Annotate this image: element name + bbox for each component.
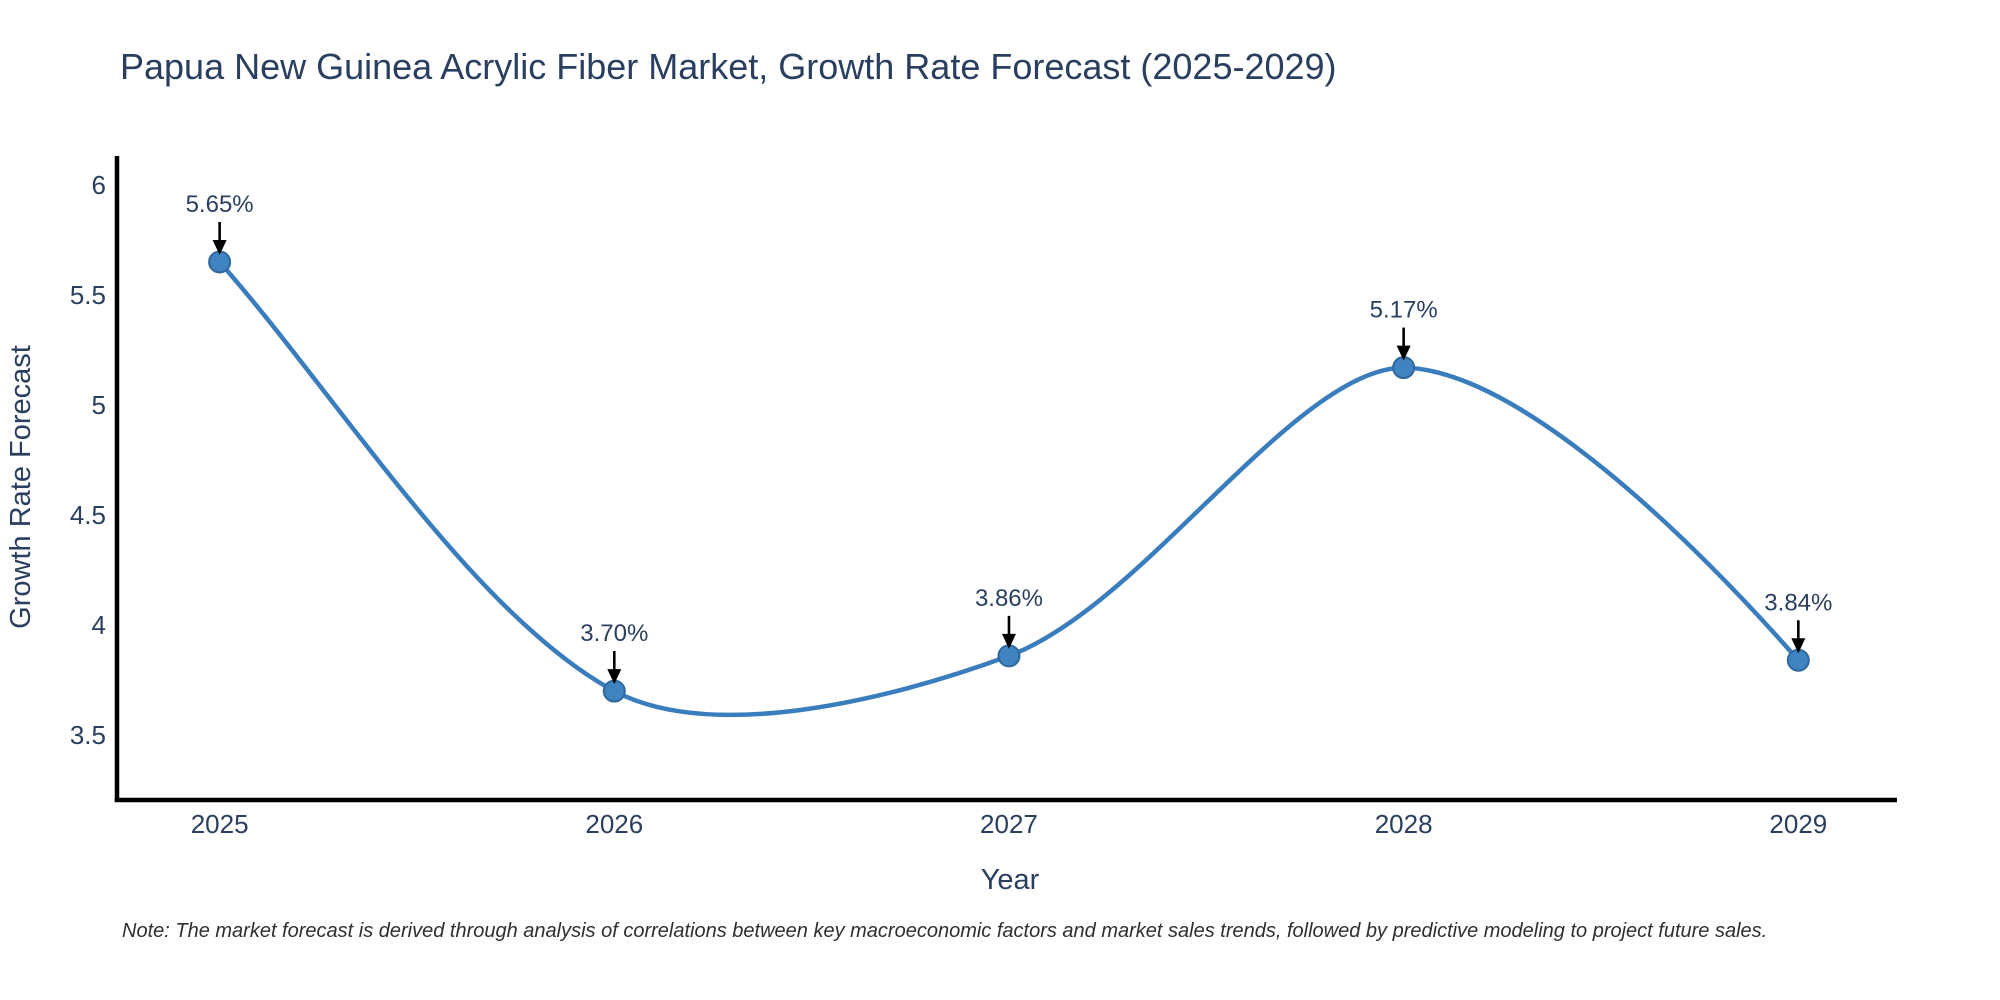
point-annotation: 5.17% — [1370, 297, 1438, 361]
point-annotation: 3.70% — [580, 620, 648, 685]
point-annotation: 3.84% — [1764, 589, 1832, 654]
annotation-arrowhead-icon — [1396, 345, 1411, 361]
y-tick-label: 4 — [92, 610, 106, 640]
x-tick-label: 2026 — [585, 809, 643, 839]
x-tick-label: 2025 — [191, 809, 249, 839]
data-point-markers — [208, 250, 1810, 703]
x-tick-labels: 2025 2026 2027 2028 2029 — [191, 809, 1828, 839]
y-tick-label: 3.5 — [70, 720, 106, 750]
point-value-label: 5.17% — [1370, 297, 1438, 324]
annotation-arrowhead-icon — [212, 239, 227, 255]
x-tick-label: 2029 — [1769, 809, 1827, 839]
point-value-label: 5.65% — [186, 191, 254, 218]
x-axis-title: Year — [981, 864, 1040, 896]
annotation-arrowhead-icon — [607, 669, 622, 685]
point-annotation: 3.86% — [975, 585, 1043, 649]
footnote: Note: The market forecast is derived thr… — [122, 920, 1767, 942]
x-tick-label: 2028 — [1375, 809, 1433, 839]
point-annotation: 5.65% — [186, 191, 254, 255]
x-tick-label: 2027 — [980, 809, 1038, 839]
annotation-arrowhead-icon — [1791, 638, 1806, 654]
point-value-label: 3.70% — [580, 620, 648, 647]
point-value-label: 3.84% — [1764, 589, 1832, 616]
y-axis-title: Growth Rate Forecast — [5, 345, 37, 629]
point-value-label: 3.86% — [975, 585, 1043, 612]
point-annotations: 5.65% 3.70% 3.86% 5.17% 3.84% — [186, 191, 1832, 685]
annotation-arrowhead-icon — [1001, 633, 1016, 649]
y-tick-label: 4.5 — [70, 500, 106, 530]
y-tick-label: 5 — [92, 390, 106, 420]
chart-title: Papua New Guinea Acrylic Fiber Market, G… — [120, 46, 1337, 87]
y-tick-label: 5.5 — [70, 280, 106, 310]
y-tick-labels: 3.5 4 4.5 5 5.5 6 — [70, 170, 106, 750]
y-tick-label: 6 — [92, 170, 106, 200]
